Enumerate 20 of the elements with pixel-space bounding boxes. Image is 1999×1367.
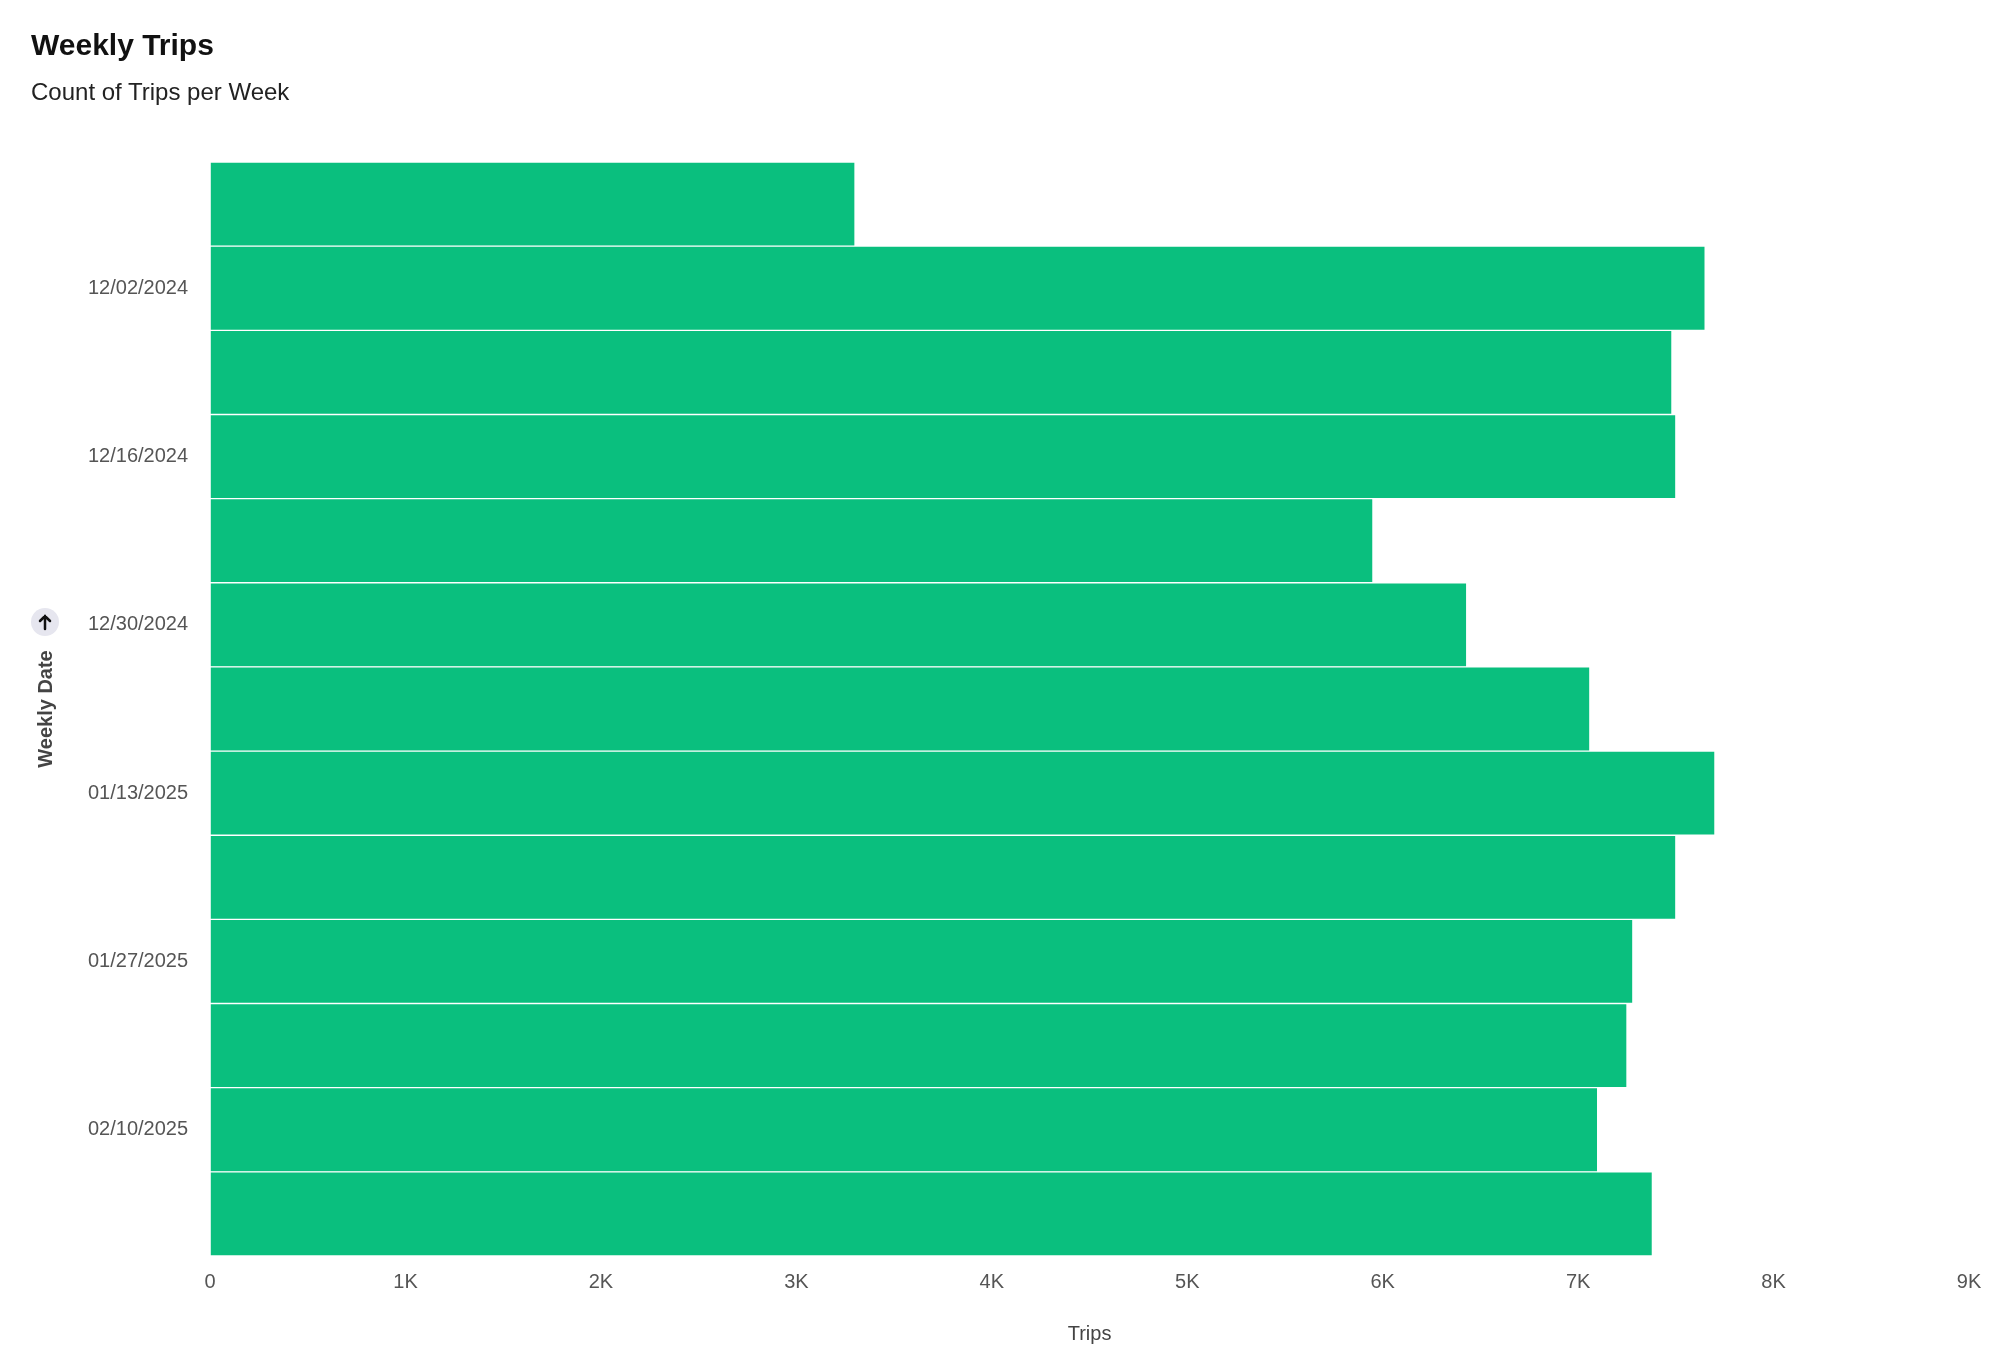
x-tick-label: 0 xyxy=(204,1269,216,1292)
y-tick-label: 12/02/2024 xyxy=(87,275,189,298)
y-tick-label: 02/10/2025 xyxy=(87,1117,189,1140)
x-tick-label: 8K xyxy=(1761,1269,1787,1292)
y-tick-label: 01/13/2025 xyxy=(87,780,189,803)
y-tick-label: 12/16/2024 xyxy=(87,444,189,467)
x-axis-title: Trips xyxy=(1067,1321,1112,1344)
y-axis-title: Weekly Date xyxy=(33,650,56,768)
x-tick-label: 4K xyxy=(979,1269,1005,1292)
chart-subtitle: Count of Trips per Week xyxy=(31,78,290,106)
x-tick-label: 2K xyxy=(588,1269,614,1292)
x-tick-label: 3K xyxy=(784,1269,810,1292)
x-tick-label: 5K xyxy=(1175,1269,1201,1292)
x-tick-label: 1K xyxy=(393,1269,419,1292)
chart-title: Weekly Trips xyxy=(31,28,214,62)
x-tick-label: 9K xyxy=(1956,1269,1982,1292)
x-tick-label: 7K xyxy=(1565,1269,1592,1292)
y-tick-label: 12/30/2024 xyxy=(87,612,189,635)
x-tick-label: 6K xyxy=(1370,1269,1396,1292)
y-tick-label: 01/27/2025 xyxy=(87,948,189,971)
